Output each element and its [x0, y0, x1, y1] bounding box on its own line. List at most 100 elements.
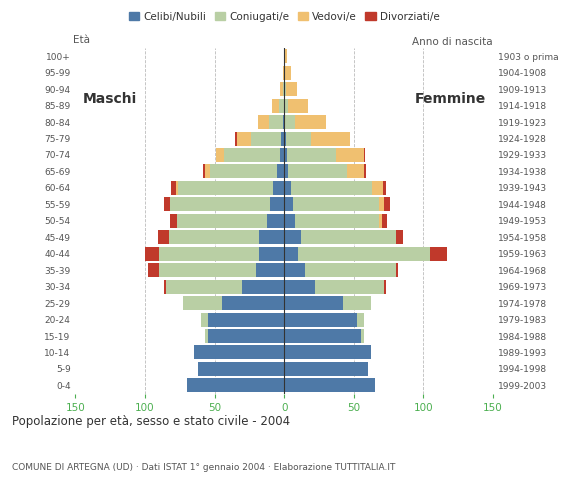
Bar — [170, 214, 177, 228]
Bar — [364, 148, 365, 162]
Bar — [284, 66, 291, 80]
Bar — [284, 49, 287, 63]
Bar — [336, 148, 364, 162]
Bar — [177, 214, 267, 228]
Bar — [165, 280, 166, 294]
Bar — [372, 181, 383, 195]
Text: Età: Età — [72, 35, 90, 45]
Bar — [284, 132, 285, 145]
Bar — [311, 132, 350, 145]
Bar — [251, 132, 281, 145]
Bar — [166, 280, 242, 294]
Bar — [176, 181, 179, 195]
Bar — [357, 312, 364, 326]
Bar — [343, 296, 371, 310]
Bar — [284, 312, 357, 326]
Bar — [284, 378, 375, 392]
Bar — [383, 181, 386, 195]
Bar — [201, 312, 208, 326]
Bar — [284, 247, 298, 261]
Bar — [295, 214, 379, 228]
Bar — [278, 98, 284, 113]
Bar — [396, 263, 398, 277]
Bar — [347, 165, 364, 179]
Bar — [148, 263, 159, 277]
Bar — [270, 197, 284, 211]
Bar — [284, 280, 315, 294]
Bar — [267, 214, 284, 228]
Text: Anno di nascita: Anno di nascita — [412, 37, 493, 48]
Bar — [284, 296, 343, 310]
Bar — [271, 98, 278, 113]
Bar — [284, 98, 288, 113]
Bar — [284, 115, 295, 129]
Bar — [284, 197, 292, 211]
Bar — [158, 230, 169, 244]
Bar — [283, 66, 284, 80]
Bar — [379, 214, 382, 228]
Bar — [204, 165, 205, 179]
Bar — [224, 148, 280, 162]
Bar — [145, 247, 159, 261]
Bar — [216, 148, 224, 162]
Bar — [361, 329, 364, 343]
Bar — [284, 214, 295, 228]
Bar — [283, 82, 284, 96]
Bar — [284, 362, 368, 376]
Bar — [280, 82, 283, 96]
Bar — [285, 82, 297, 96]
Bar — [430, 247, 447, 261]
Bar — [269, 115, 283, 129]
Bar — [281, 132, 284, 145]
Bar — [259, 247, 284, 261]
Bar — [187, 378, 284, 392]
Bar — [284, 82, 285, 96]
Bar — [194, 346, 284, 360]
Bar — [305, 263, 396, 277]
Bar — [364, 165, 367, 179]
Bar — [169, 230, 259, 244]
Bar — [280, 148, 284, 162]
Legend: Celibi/Nubili, Coniugati/e, Vedovi/e, Divorziati/e: Celibi/Nubili, Coniugati/e, Vedovi/e, Di… — [125, 8, 444, 26]
Bar — [284, 165, 288, 179]
Bar — [205, 165, 211, 179]
Bar — [287, 148, 336, 162]
Bar — [385, 280, 386, 294]
Bar — [284, 181, 291, 195]
Bar — [211, 165, 277, 179]
Bar — [208, 329, 284, 343]
Bar — [208, 312, 284, 326]
Bar — [292, 197, 379, 211]
Text: Popolazione per età, sesso e stato civile - 2004: Popolazione per età, sesso e stato civil… — [12, 415, 290, 428]
Bar — [235, 132, 237, 145]
Bar — [291, 181, 372, 195]
Bar — [382, 214, 387, 228]
Bar — [222, 296, 284, 310]
Bar — [205, 329, 208, 343]
Text: Maschi: Maschi — [82, 92, 137, 106]
Bar — [295, 115, 326, 129]
Bar — [237, 132, 251, 145]
Bar — [170, 197, 270, 211]
Bar — [259, 230, 284, 244]
Bar — [396, 230, 403, 244]
Bar — [242, 280, 284, 294]
Bar — [273, 181, 284, 195]
Bar — [298, 247, 430, 261]
Bar — [284, 263, 305, 277]
Bar — [379, 197, 385, 211]
Bar — [284, 346, 371, 360]
Bar — [172, 181, 176, 195]
Bar — [315, 280, 385, 294]
Bar — [285, 132, 311, 145]
Text: COMUNE DI ARTEGNA (UD) · Dati ISTAT 1° gennaio 2004 · Elaborazione TUTTITALIA.IT: COMUNE DI ARTEGNA (UD) · Dati ISTAT 1° g… — [12, 463, 395, 472]
Bar — [283, 115, 284, 129]
Bar — [284, 148, 287, 162]
Bar — [256, 263, 284, 277]
Bar — [159, 263, 256, 277]
Bar — [165, 197, 170, 211]
Bar — [284, 230, 301, 244]
Bar — [179, 181, 273, 195]
Bar — [198, 362, 284, 376]
Bar — [277, 165, 284, 179]
